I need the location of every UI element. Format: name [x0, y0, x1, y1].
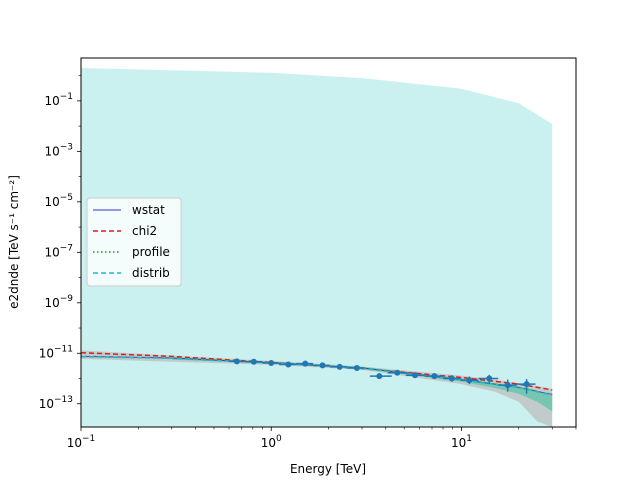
legend-label-chi2: chi2 [132, 224, 157, 238]
point-marker [431, 373, 438, 380]
y-tick-label: 10−1 [44, 92, 73, 108]
data-point-10 [405, 372, 425, 379]
data-point-4 [296, 360, 314, 367]
band-0 [81, 68, 553, 427]
data-point-15 [498, 379, 517, 392]
legend-label-wstat: wstat [132, 203, 165, 217]
point-marker [523, 381, 530, 388]
y-axis-title: e2dnde [TeV s⁻¹ cm⁻²] [7, 175, 21, 309]
y-tick-label: 10−13 [39, 395, 73, 411]
data-point-14 [478, 374, 499, 385]
y-axis-ticks: 10−13 10−11 10−9 10−7 10−5 10−3 10−1 [39, 75, 81, 411]
legend: wstat chi2 profile distrib [86, 197, 182, 287]
data-point-6 [330, 363, 348, 370]
x-tick-label: 100 [261, 434, 282, 450]
point-marker [412, 372, 419, 379]
x-axis-title: Energy [TeV] [290, 462, 366, 476]
point-marker [466, 377, 473, 384]
legend-label-distrib: distrib [132, 266, 170, 280]
data-point-9 [387, 369, 408, 376]
flux-points [229, 358, 536, 394]
point-marker [302, 360, 309, 367]
point-marker [268, 360, 275, 367]
y-tick-label: 10−9 [44, 294, 73, 310]
data-point-3 [279, 361, 297, 368]
x-axis-ticks: 10−1 100 101 [67, 427, 577, 450]
data-point-1 [245, 358, 263, 365]
point-marker [353, 365, 360, 372]
point-marker [319, 362, 326, 369]
data-point-7 [347, 365, 365, 372]
data-point-2 [262, 360, 280, 367]
y-tick-label: 10−3 [44, 142, 73, 158]
y-tick-label: 10−7 [44, 243, 73, 259]
point-marker [336, 363, 343, 370]
point-marker [448, 375, 455, 382]
point-marker [233, 358, 240, 365]
y-tick-label: 10−11 [39, 344, 73, 360]
data-point-8 [369, 373, 392, 380]
data-point-12 [443, 375, 461, 382]
legend-label-profile: profile [132, 245, 170, 259]
x-tick-label: 101 [451, 434, 472, 450]
point-marker [486, 375, 493, 382]
data-point-13 [460, 376, 479, 385]
data-point-11 [424, 373, 444, 380]
data-point-5 [313, 362, 331, 369]
legend-box [86, 197, 182, 287]
data-point-16 [516, 379, 536, 394]
data-point-0 [229, 358, 246, 365]
point-marker [376, 373, 383, 380]
point-marker [504, 382, 511, 389]
point-marker [285, 361, 292, 368]
point-marker [250, 358, 257, 365]
x-tick-label: 10−1 [67, 434, 96, 450]
y-tick-label: 10−5 [44, 193, 73, 209]
point-marker [394, 369, 401, 376]
